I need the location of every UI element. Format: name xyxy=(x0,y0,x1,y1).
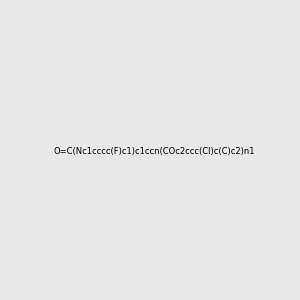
Text: O=C(Nc1cccc(F)c1)c1ccn(COc2ccc(Cl)c(C)c2)n1: O=C(Nc1cccc(F)c1)c1ccn(COc2ccc(Cl)c(C)c2… xyxy=(53,147,254,156)
